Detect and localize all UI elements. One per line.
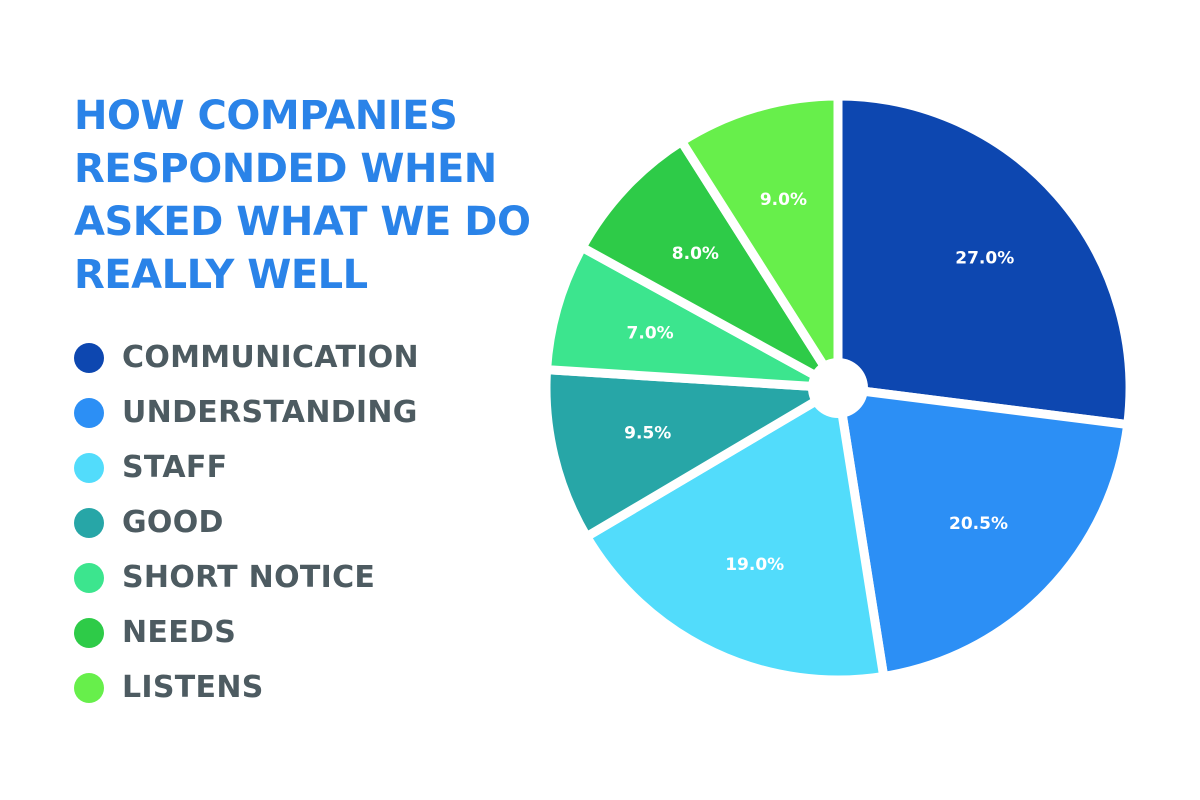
legend-item-communication: COMMUNICATION	[74, 330, 419, 385]
pie-slice-listens	[675, 91, 843, 404]
legend-item-staff: STAFF	[74, 440, 419, 495]
legend-label-staff: STAFF	[122, 450, 228, 485]
legend-swatch-short-notice	[74, 562, 104, 593]
legend-item-short-notice: SHORT NOTICE	[74, 550, 419, 605]
legend-label-good: GOOD	[122, 505, 224, 540]
pie-value-labels: 27.0% 20.5% 19.0% 9.5% 7.0% 8.0% 9.0%	[624, 190, 1014, 575]
pie-label-understanding: 20.5%	[949, 514, 1008, 534]
legend-swatch-listens	[74, 672, 104, 703]
pie-label-communication: 27.0%	[955, 249, 1014, 269]
pie-label-needs: 8.0%	[672, 244, 719, 264]
pie-slice-staff	[580, 380, 889, 685]
legend: COMMUNICATION UNDERSTANDING STAFF GOOD SHORT…	[74, 330, 419, 715]
legend-item-good: GOOD	[74, 495, 419, 550]
legend-label-communication: COMMUNICATION	[122, 340, 419, 375]
legend-swatch-communication	[74, 342, 104, 373]
legend-item-understanding: UNDERSTANDING	[74, 385, 419, 440]
legend-label-needs: NEEDS	[122, 615, 237, 650]
legend-swatch-staff	[74, 452, 104, 483]
legend-label-listens: LISTENS	[122, 670, 264, 705]
pie-slices	[541, 91, 1135, 685]
pie-slice-understanding	[832, 382, 1133, 682]
pie-slice-good	[541, 364, 853, 543]
pie-label-short-notice: 7.0%	[627, 323, 674, 343]
pie-label-listens: 9.0%	[760, 190, 807, 210]
pie-slice-communication	[833, 91, 1135, 430]
legend-item-listens: LISTENS	[74, 660, 419, 715]
pie-slice-needs	[576, 135, 842, 392]
legend-swatch-good	[74, 507, 104, 538]
legend-item-needs: NEEDS	[74, 605, 419, 660]
legend-swatch-understanding	[74, 397, 104, 428]
chart-title: HOW COMPANIES RESPONDED WHEN ASKED WHAT …	[74, 93, 531, 298]
pie-center-hole	[808, 358, 868, 418]
pie-label-staff: 19.0%	[725, 555, 784, 575]
legend-label-understanding: UNDERSTANDING	[122, 395, 418, 430]
pie-label-good: 9.5%	[624, 424, 671, 444]
legend-label-short-notice: SHORT NOTICE	[122, 560, 376, 595]
legend-swatch-needs	[74, 617, 104, 648]
